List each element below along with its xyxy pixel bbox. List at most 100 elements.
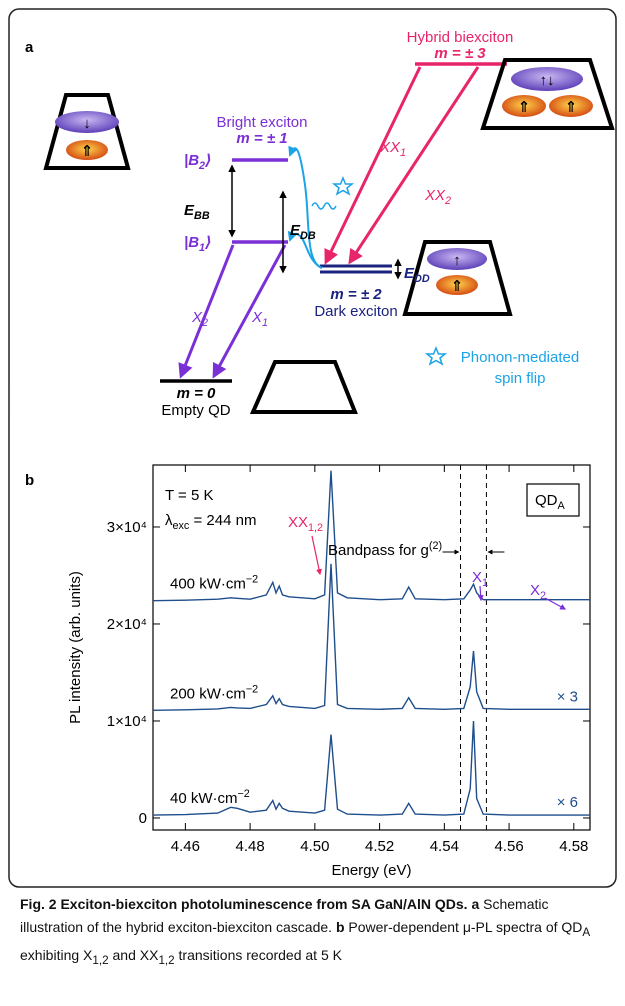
- level-m: m = ± 3: [434, 45, 486, 62]
- legend-text: spin flip: [495, 370, 546, 387]
- state-label-main: |B: [184, 234, 199, 251]
- caption-text: and XX: [113, 947, 159, 963]
- caption-sub: 1,2: [92, 954, 108, 967]
- peak-arrow: [312, 536, 320, 574]
- x-tick-label: 4.54: [430, 838, 459, 855]
- temperature-label: T = 5 K: [165, 487, 214, 504]
- series-label: 40 kW·cm−2: [170, 788, 250, 807]
- peak-label-sub: 1,2: [308, 522, 323, 534]
- state-label: |B1⟩: [184, 234, 212, 254]
- x-tick-label: 4.46: [171, 838, 200, 855]
- phonon-star: [334, 178, 352, 194]
- level-title: Empty QD: [161, 402, 230, 419]
- legend-text: Phonon-mediated: [461, 349, 579, 366]
- splitting-label-sub: DD: [414, 273, 430, 285]
- x-tick-label: 4.50: [300, 838, 329, 855]
- bandpass-label: Bandpass for g(2): [328, 540, 442, 559]
- y-tick-label: 0: [139, 810, 147, 827]
- peak-label-main: X: [472, 569, 482, 586]
- state-label-sub: 2: [198, 160, 205, 172]
- y-tick-label: 1×10⁴: [107, 713, 147, 730]
- transition-label-sub: 2: [201, 317, 208, 329]
- y-axis-label: PL intensity (arb. units): [67, 571, 84, 724]
- peak-label: XX1,2: [288, 514, 323, 534]
- caption-panel-label: b: [336, 919, 345, 935]
- x-tick-label: 4.56: [494, 838, 523, 855]
- level-title: Bright exciton: [217, 114, 308, 131]
- x-tick-label: 4.48: [236, 838, 265, 855]
- level-m: m = ± 2: [330, 286, 382, 303]
- excitation-label: λexc = 244 nm: [165, 512, 256, 532]
- bandpass-label-sup: (2): [429, 540, 442, 552]
- scale-label: × 6: [557, 794, 578, 811]
- caption-title: Exciton-biexciton photoluminescence from…: [60, 896, 467, 912]
- series-label: 400 kW·cm−2: [170, 574, 258, 593]
- x-axis-label: Energy (eV): [331, 862, 411, 879]
- peak-label-main: X: [530, 582, 540, 599]
- series-label-main: 40 kW·cm: [170, 790, 238, 807]
- series-label-sup: −2: [246, 574, 258, 586]
- spin: ↑↓: [540, 72, 555, 89]
- transition-label: XX2: [424, 187, 451, 207]
- series-label: 200 kW·cm−2: [170, 683, 258, 702]
- transition-label-main: XX: [424, 187, 446, 204]
- x-tick-label: 4.52: [365, 838, 394, 855]
- transition-label: X1: [251, 309, 268, 329]
- transition-label: XX1: [379, 139, 406, 159]
- qd-label-main: QD: [535, 492, 558, 509]
- transition-label-sub: 2: [444, 195, 451, 207]
- caption-text: exhibiting X: [20, 947, 92, 963]
- figure-label: Fig. 2: [20, 896, 57, 912]
- series-label-sup: −2: [246, 683, 258, 695]
- figure-frame: [9, 9, 616, 887]
- spin: ⇑: [565, 99, 578, 116]
- splitting-label-sub: DB: [300, 230, 316, 242]
- transition-label-main: XX: [379, 139, 401, 156]
- excitation-label-sub: exc: [173, 520, 190, 532]
- caption: Fig. 2 Exciton-biexciton photoluminescen…: [20, 893, 615, 972]
- spin-flip-arrow: [290, 148, 322, 268]
- spin: ↓: [83, 115, 91, 132]
- peak-arrow: [480, 586, 481, 600]
- caption-sub: A: [582, 926, 590, 939]
- xx2-arrow: [350, 67, 478, 262]
- series-label-main: 400 kW·cm: [170, 576, 246, 593]
- level-m: m = ± 1: [236, 130, 287, 147]
- excitation-label-end: = 244 nm: [189, 512, 256, 529]
- peak-label-main: XX: [288, 514, 308, 531]
- series-label-main: 200 kW·cm: [170, 685, 246, 702]
- qd-icon: [253, 362, 355, 412]
- y-tick-label: 3×10⁴: [107, 519, 147, 536]
- spin: ⇑: [451, 278, 464, 295]
- bandpass-label-main: Bandpass for g: [328, 542, 429, 559]
- splitting-label: EBB: [184, 202, 210, 222]
- panel-label: a: [25, 39, 34, 56]
- caption-text: Power-dependent μ-PL spectra of QD: [348, 919, 582, 935]
- transition-label-sub: 1: [400, 147, 406, 159]
- caption-sub: 1,2: [158, 954, 174, 967]
- spin: ↑: [453, 252, 461, 269]
- caption-text: transitions recorded at 5 K: [179, 947, 342, 963]
- caption-panel-label: a: [471, 896, 479, 912]
- legend-star: [427, 348, 445, 364]
- state-label-end: ⟩: [204, 152, 212, 169]
- level-m: m = 0: [177, 385, 216, 402]
- splitting-label-sub: BB: [194, 210, 210, 222]
- state-label-main: |B: [184, 152, 199, 169]
- y-tick-label: 2×10⁴: [107, 616, 147, 633]
- panel-label: b: [25, 472, 34, 489]
- xx1-arrow: [326, 67, 420, 262]
- transition-label-sub: 1: [262, 317, 268, 329]
- state-label-end: ⟩: [204, 234, 212, 251]
- peak-label-sub: 1: [482, 577, 488, 589]
- page: { "panel_a": { "label": "a", "hybrid_bie…: [0, 0, 625, 1006]
- phonon-wave: [312, 203, 336, 209]
- level-title: Dark exciton: [314, 303, 397, 320]
- peak-label-sub: 2: [540, 590, 546, 602]
- spin: ⇑: [518, 99, 531, 116]
- scale-label: × 3: [557, 688, 578, 705]
- splitting-label: EDB: [290, 222, 316, 242]
- state-label: |B2⟩: [184, 152, 212, 172]
- x-tick-label: 4.58: [559, 838, 588, 855]
